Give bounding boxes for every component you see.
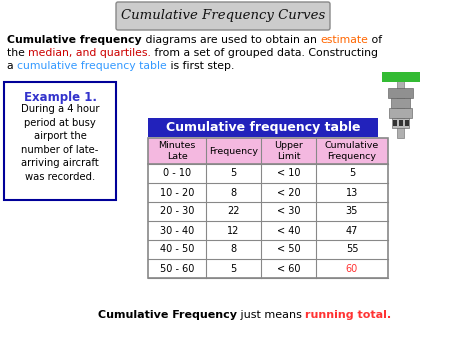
Text: Upper
Limit: Upper Limit bbox=[274, 141, 303, 161]
Text: 0 - 10: 0 - 10 bbox=[163, 169, 191, 178]
Text: running total.: running total. bbox=[306, 310, 392, 320]
Text: diagrams are used to obtain an: diagrams are used to obtain an bbox=[142, 35, 320, 45]
Text: 30 - 40: 30 - 40 bbox=[160, 225, 194, 236]
Text: Frequency: Frequency bbox=[209, 146, 258, 155]
Text: 55: 55 bbox=[346, 244, 358, 255]
Bar bbox=[382, 72, 420, 82]
Bar bbox=[148, 259, 388, 278]
Text: is first step.: is first step. bbox=[167, 61, 234, 71]
Text: Cumulative frequency: Cumulative frequency bbox=[7, 35, 142, 45]
Text: 22: 22 bbox=[227, 207, 240, 217]
Text: cumulative frequency table: cumulative frequency table bbox=[17, 61, 167, 71]
Text: 5: 5 bbox=[349, 169, 355, 178]
Text: Example 1.: Example 1. bbox=[23, 91, 96, 104]
Text: 50 - 60: 50 - 60 bbox=[160, 264, 194, 273]
Text: 47: 47 bbox=[346, 225, 358, 236]
Text: < 30: < 30 bbox=[277, 207, 300, 217]
Text: 5: 5 bbox=[230, 169, 237, 178]
Text: from a set of grouped data. Constructing: from a set of grouped data. Constructing bbox=[151, 48, 378, 58]
Text: < 10: < 10 bbox=[277, 169, 300, 178]
Text: < 50: < 50 bbox=[277, 244, 300, 255]
Text: < 20: < 20 bbox=[277, 188, 300, 197]
Bar bbox=[148, 240, 388, 259]
Bar bbox=[405, 120, 409, 126]
Bar bbox=[399, 120, 403, 126]
Text: just means: just means bbox=[237, 310, 306, 320]
Bar bbox=[148, 221, 388, 240]
Text: < 40: < 40 bbox=[277, 225, 300, 236]
Text: a: a bbox=[7, 61, 17, 71]
Bar bbox=[148, 164, 388, 183]
Text: < 60: < 60 bbox=[277, 264, 300, 273]
Text: median, and quartiles.: median, and quartiles. bbox=[28, 48, 151, 58]
Text: 60: 60 bbox=[346, 264, 358, 273]
Text: Cumulative Frequency: Cumulative Frequency bbox=[98, 310, 237, 320]
Text: 8: 8 bbox=[230, 188, 237, 197]
Text: 5: 5 bbox=[230, 264, 237, 273]
Bar bbox=[148, 202, 388, 221]
Text: estimate: estimate bbox=[320, 35, 368, 45]
Bar bbox=[148, 183, 388, 202]
Bar bbox=[391, 98, 410, 108]
FancyBboxPatch shape bbox=[116, 2, 330, 30]
Bar bbox=[393, 120, 397, 126]
Bar bbox=[388, 88, 413, 98]
Text: 12: 12 bbox=[227, 225, 240, 236]
Text: Cumulative Frequency Curves: Cumulative Frequency Curves bbox=[121, 9, 325, 23]
Text: During a 4 hour
period at busy
airport the
number of late-
arriving aircraft
was: During a 4 hour period at busy airport t… bbox=[21, 104, 99, 182]
Text: 8: 8 bbox=[230, 244, 237, 255]
Text: 10 - 20: 10 - 20 bbox=[160, 188, 194, 197]
Text: 13: 13 bbox=[346, 188, 358, 197]
Text: Cumulative
Frequency: Cumulative Frequency bbox=[325, 141, 379, 161]
Text: 20 - 30: 20 - 30 bbox=[160, 207, 194, 217]
Text: Minutes
Late: Minutes Late bbox=[158, 141, 196, 161]
Text: 40 - 50: 40 - 50 bbox=[160, 244, 194, 255]
Text: the: the bbox=[7, 48, 28, 58]
Bar bbox=[397, 80, 404, 138]
Bar bbox=[148, 138, 388, 164]
Text: of: of bbox=[368, 35, 382, 45]
Bar bbox=[148, 138, 388, 278]
Bar bbox=[4, 82, 116, 200]
Bar bbox=[389, 108, 412, 118]
Bar bbox=[148, 118, 378, 137]
Text: Cumulative frequency table: Cumulative frequency table bbox=[166, 121, 360, 134]
Text: 35: 35 bbox=[346, 207, 358, 217]
Bar bbox=[392, 118, 409, 128]
